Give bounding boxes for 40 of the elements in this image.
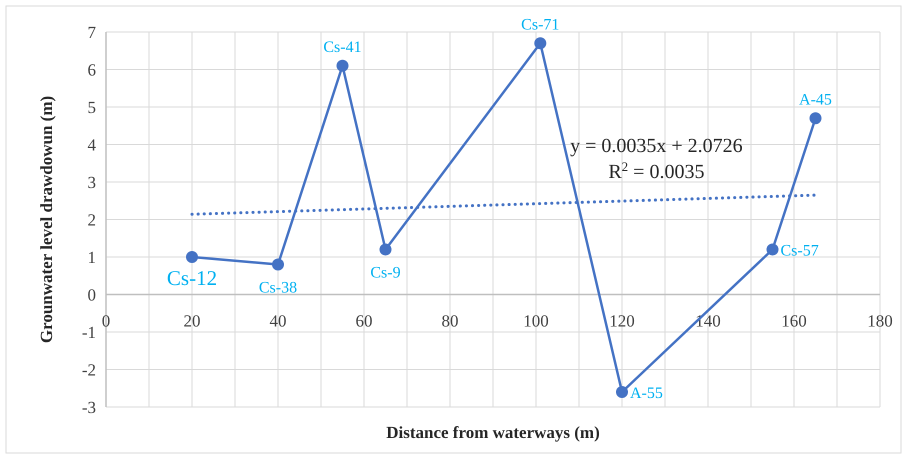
annotation: Cs-57 xyxy=(780,242,819,260)
annotation: A-55 xyxy=(630,385,663,402)
annotation: Cs-38 xyxy=(258,280,298,296)
y-tick-label: 6 xyxy=(88,60,96,80)
y-tick-label: -3 xyxy=(82,398,96,417)
x-tick-label: 60 xyxy=(356,312,372,330)
annotation: Cs-71 xyxy=(521,16,560,34)
annotation: Cs-9 xyxy=(370,264,401,282)
annotation: A-45 xyxy=(799,91,832,108)
x-tick-label: 120 xyxy=(609,312,635,330)
annotation: y = 0.0035x + 2.0726 xyxy=(570,135,743,157)
point xyxy=(336,60,348,72)
y-tick-label: 4 xyxy=(88,136,96,154)
y-tick-label: 1 xyxy=(88,248,96,267)
point xyxy=(272,258,284,270)
y-tick-label: 0 xyxy=(88,286,96,304)
y-tick-label: 7 xyxy=(88,23,96,42)
x-axis-title: Distance from waterways (m) xyxy=(386,423,600,442)
y-tick-label: 2 xyxy=(88,210,96,230)
x-tick-label: 100 xyxy=(523,312,549,330)
point xyxy=(766,244,778,256)
y-tick-label: 5 xyxy=(88,98,96,117)
x-tick-label: 160 xyxy=(781,312,807,330)
point xyxy=(810,112,822,124)
x-tick-label: 40 xyxy=(270,312,286,330)
x-tick-label: 20 xyxy=(184,312,200,330)
y-tick-label: -2 xyxy=(82,360,96,380)
y-tick-label: -1 xyxy=(82,323,96,342)
x-tick-label: 180 xyxy=(867,312,893,330)
annotation: Cs-41 xyxy=(323,38,362,56)
y-tick-label: 3 xyxy=(88,173,96,192)
point xyxy=(534,37,546,50)
annotation: Cs-12 xyxy=(166,266,218,290)
x-tick-label: 0 xyxy=(102,312,110,330)
annotation: R$^{2}$ = 0.0035 xyxy=(608,158,704,183)
point xyxy=(380,244,392,256)
x-tick-label: 80 xyxy=(442,312,458,330)
point xyxy=(616,386,628,398)
y-axis-title: Grounwater level drawdowun (m) xyxy=(37,96,56,344)
point xyxy=(186,251,198,263)
